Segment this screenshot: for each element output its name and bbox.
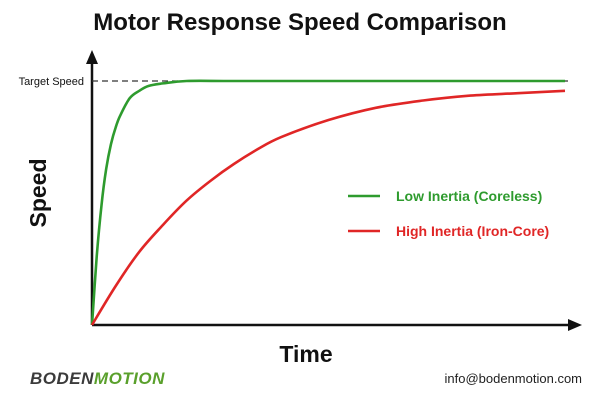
legend: Low Inertia (Coreless) High Inertia (Iro… (348, 188, 549, 239)
contact-email: info@bodenmotion.com (444, 371, 583, 386)
brand-logo-left: BODEN (30, 369, 94, 388)
series-line-low-inertia (90, 79, 565, 326)
brand-logo: BODENMOTION (30, 369, 165, 389)
x-axis-arrow (568, 319, 582, 331)
legend-label-high-inertia: High Inertia (Iron-Core) (396, 223, 549, 239)
brand-logo-right: MOTION (93, 369, 165, 388)
y-axis-label: Speed (25, 158, 51, 227)
target-speed-label: Target Speed (19, 76, 84, 88)
series-line-high-inertia (90, 89, 566, 326)
legend-label-low-inertia: Low Inertia (Coreless) (396, 188, 542, 204)
chart-title: Motor Response Speed Comparison (93, 9, 506, 36)
x-axis-label: Time (279, 341, 332, 367)
y-axis-arrow (86, 50, 98, 64)
